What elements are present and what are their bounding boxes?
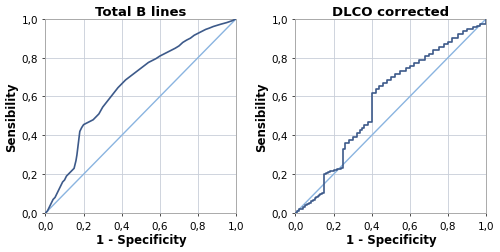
X-axis label: 1 - Specificity: 1 - Specificity: [346, 234, 436, 246]
Title: Total B lines: Total B lines: [95, 6, 186, 18]
Y-axis label: Sensibility: Sensibility: [6, 82, 18, 151]
Y-axis label: Sensibility: Sensibility: [256, 82, 268, 151]
X-axis label: 1 - Specificity: 1 - Specificity: [96, 234, 186, 246]
Title: DLCO corrected: DLCO corrected: [332, 6, 450, 18]
